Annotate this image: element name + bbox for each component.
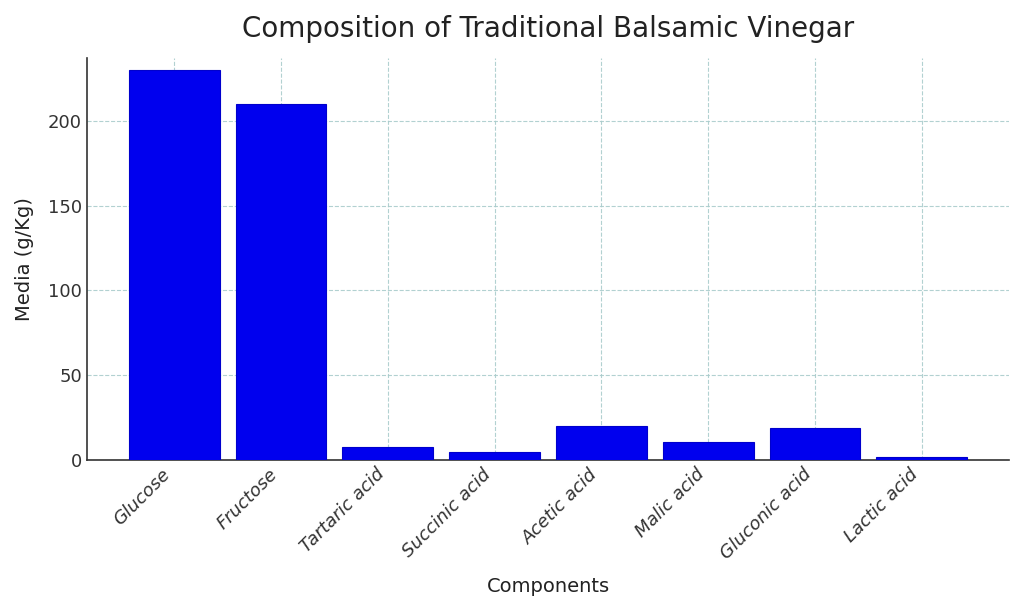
Bar (129, 70, 219, 460)
Bar (663, 442, 754, 460)
Bar (236, 104, 327, 460)
Y-axis label: Media (g/Kg): Media (g/Kg) (15, 197, 34, 321)
Title: Composition of Traditional Balsamic Vinegar: Composition of Traditional Balsamic Vine… (242, 15, 854, 43)
Bar (769, 428, 860, 460)
Bar (342, 447, 433, 460)
Bar (450, 452, 540, 460)
Bar (556, 426, 647, 460)
Bar (877, 457, 967, 460)
X-axis label: Components: Components (486, 577, 609, 596)
